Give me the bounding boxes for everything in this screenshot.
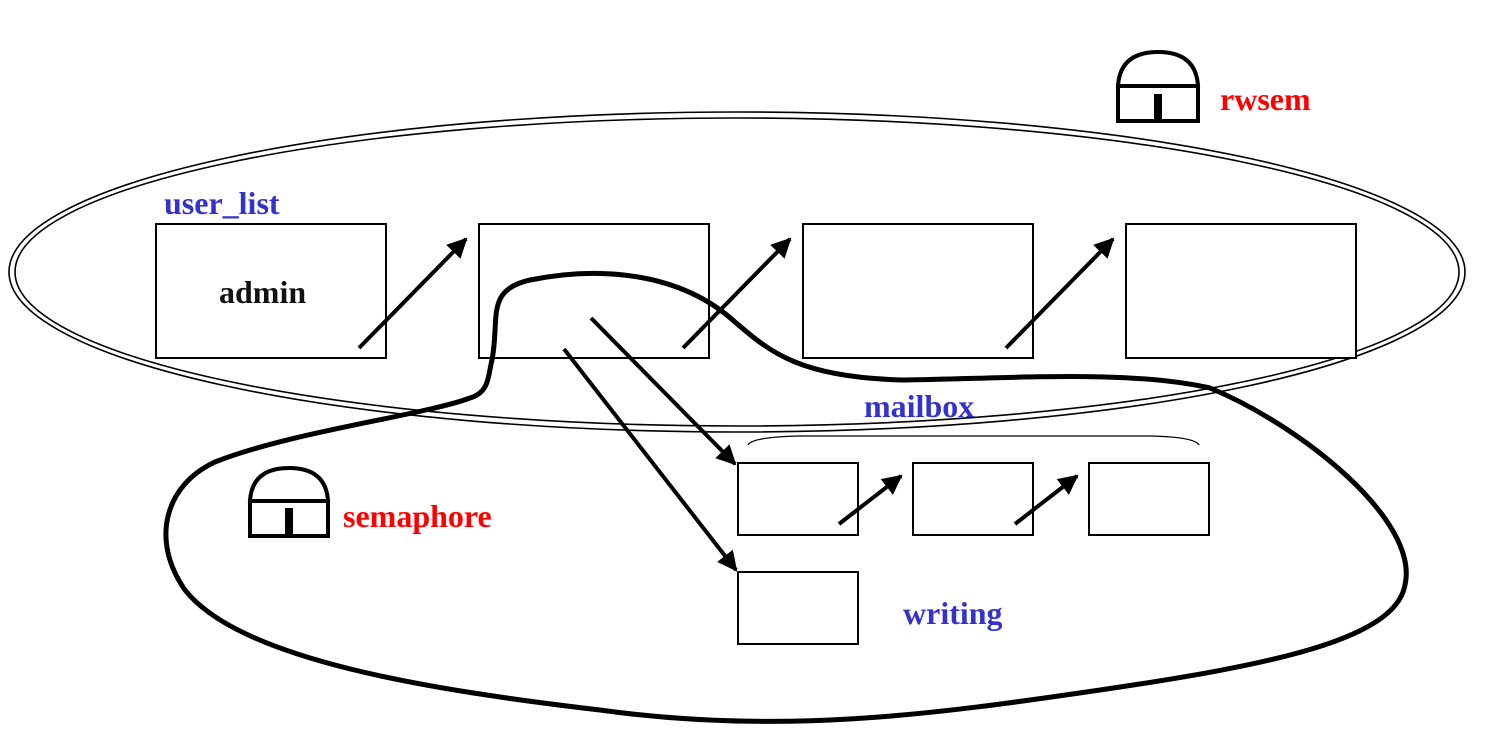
mailbox-arrow-2 [1013, 474, 1079, 526]
semaphore-region [163, 270, 1409, 724]
padlock-icon [1115, 49, 1201, 123]
user-list-arrow-1 [357, 237, 468, 350]
rwsem-region [8, 111, 1466, 433]
mailbox-arrow-1 [837, 474, 903, 526]
mailbox-node-1 [737, 462, 859, 536]
user-list-arrow-2 [681, 237, 792, 350]
semaphore-label: semaphore [343, 498, 492, 534]
mailbox-node-3 [1088, 462, 1210, 536]
writing-label: writing [903, 595, 1003, 631]
rwsem-region-outer [8, 111, 1466, 433]
mailbox-label: mailbox [864, 388, 974, 424]
mailbox-pointer-arrow [589, 316, 737, 466]
user-node-4 [1125, 223, 1357, 359]
padlock-icon [247, 465, 331, 538]
admin-label: admin [219, 274, 306, 310]
user-node-3 [802, 223, 1034, 359]
writing-pointer-arrow [562, 347, 738, 572]
rwsem-region-inner [14, 117, 1460, 427]
user-list-label: user_list [164, 185, 280, 221]
writing-node [737, 571, 859, 645]
user-node-2 [478, 223, 710, 359]
rwsem-label: rwsem [1220, 81, 1311, 117]
mailbox-node-2 [912, 462, 1034, 536]
user-list-arrow-3 [1004, 237, 1115, 350]
mailbox-brace [747, 435, 1200, 446]
user-node-admin [155, 223, 387, 359]
